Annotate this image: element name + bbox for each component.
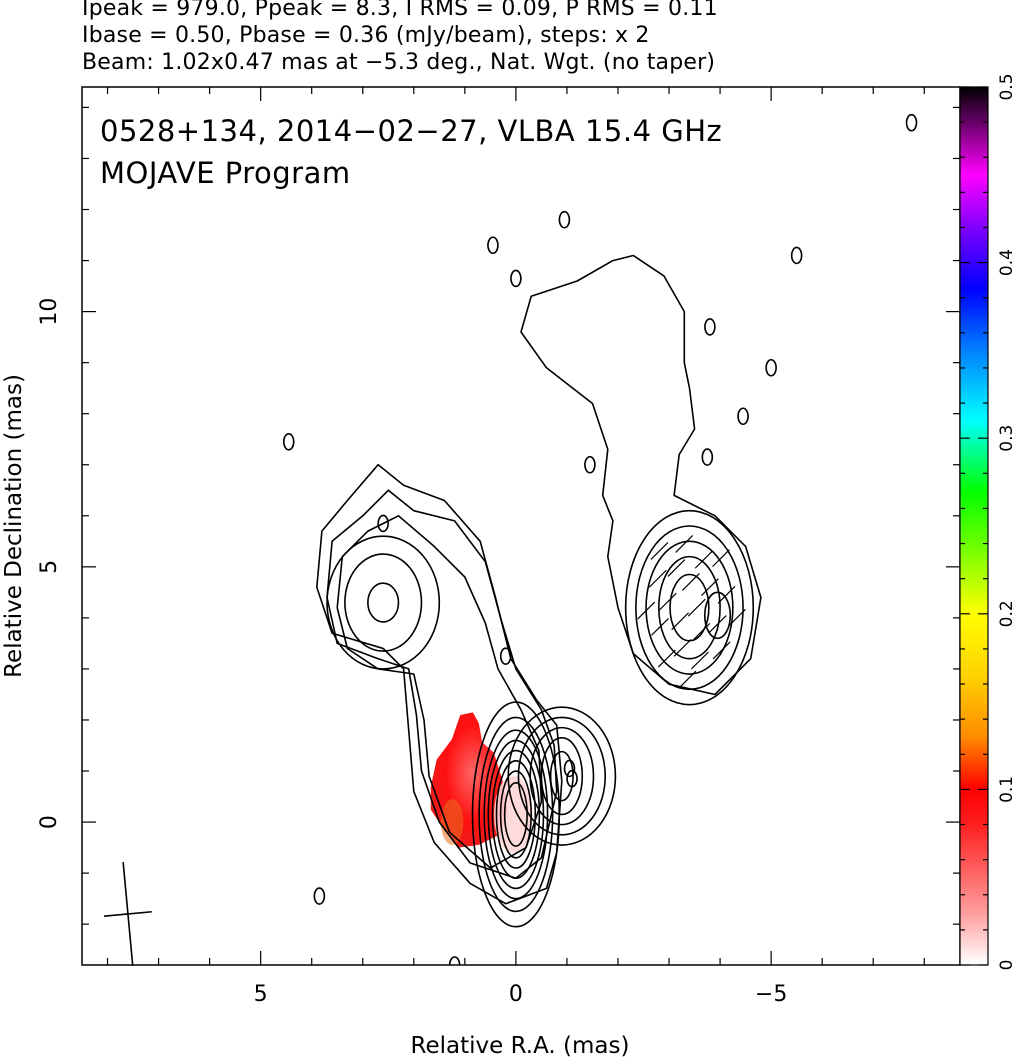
colorbar-tick-label: 0.3 [997,425,1017,452]
core-contour-5 [495,760,537,869]
evpa-vector [712,641,731,660]
evpa-vector [658,592,677,611]
east-jet-second-contour [326,489,558,879]
island-contour-8 [584,455,596,474]
western-peak-contour-0 [703,591,732,640]
axis-ticks [82,87,960,965]
island-contour-6 [737,407,749,426]
island-contour-11 [499,647,512,665]
east-jet-envelope-contour [316,463,563,905]
colorbar-ticks [960,86,988,966]
inner-jet-contour-1 [517,716,607,836]
x-tick-label: 5 [254,982,268,1007]
evpa-vector [667,559,686,577]
chart-subtitle: MOJAVE Program [100,156,351,190]
island-contour-2 [510,269,522,288]
header-line-1: Ipeak = 979.0, Ppeak = 8.3, I RMS = 0.09… [82,0,718,21]
chart-title: 0528+134, 2014−02−27, VLBA 15.4 GHz [100,114,722,148]
core-contour-2 [483,729,549,900]
island-contour-15 [448,956,461,965]
island-contour-12 [563,759,576,778]
east-jet-third-contour [336,515,543,869]
western-component-contour-1 [635,525,744,691]
x-axis-label: Relative R.A. (mas) [411,1033,630,1059]
island-contour-14 [313,887,326,905]
island-contour-4 [704,318,716,336]
contour-layer [282,113,918,965]
evpa-vector [675,535,694,553]
island-contour-9 [282,432,295,451]
evpa-vector [691,651,709,670]
evpa-vector [681,573,700,591]
colorbar-tick-label: 0 [997,960,1017,971]
evpa-vector [657,649,676,668]
island-contour-1 [487,236,499,255]
evpa-vector [717,585,736,604]
eastern-knot-contour-0 [367,582,400,623]
eastern-knot-contour-1 [344,553,423,652]
evpa-vector [712,549,730,568]
inner-jet-contour-2 [529,726,595,826]
colorbar-tick-label: 0.1 [997,776,1017,803]
evpa-vector [708,615,727,633]
inner-jet-contour-3 [540,737,584,816]
evpa-vector [701,578,719,597]
evpa-vector [637,601,656,620]
x-tick-label: 0 [509,982,523,1007]
colorbar-tick-label: 0.2 [997,600,1017,627]
core-contour-7 [503,781,528,847]
header-line-3: Beam: 1.02x0.47 mas at −5.3 deg., Nat. W… [82,50,716,75]
evpa-vector [673,638,692,657]
island-contour-0 [558,210,571,229]
y-tick-label: 10 [37,298,62,326]
evpa-vector [671,612,690,631]
island-contour-5 [765,358,777,377]
western-component-contour-2 [645,540,734,675]
evpa-vector [694,550,713,569]
colorbar [960,87,988,965]
island-contour-3 [790,246,803,265]
header-line-2: Ibase = 0.50, Pbase = 0.36 (mJy/beam), s… [82,23,650,48]
core-contour-6 [499,770,533,859]
beam-cross [103,862,152,966]
evpa-vector [678,670,697,689]
evpa-vector [651,617,669,636]
island-contour-16 [905,113,918,132]
evpa-vector [648,569,667,588]
x-tick-label: −5 [755,982,787,1007]
evpa-vector-layer [637,535,746,689]
polarization-orange-edge [440,799,464,846]
core-contour-1 [478,716,554,913]
beam-minor-axis [103,910,152,917]
colorbar-tick-label: 0.5 [997,73,1017,100]
inner-jet-contour-4 [549,750,574,802]
island-contour-13 [566,769,578,788]
colorbar-frame [959,86,989,966]
western-component-contour-0 [624,509,755,706]
colorbar-tick-labels: 0 0.1 0.2 0.3 0.4 0.5 [997,73,1017,970]
evpa-vector [687,598,706,617]
evpa-vector [728,608,746,627]
inner-jet-contour-0 [507,706,617,846]
y-tick-label: 5 [37,560,62,574]
polarization-core-light [493,776,533,853]
island-contour-10 [377,514,389,533]
northwest-extension-contour [520,254,762,696]
evpa-vector [650,542,669,560]
y-axis-label: Relative Declination (mas) [1,374,27,678]
island-contour-7 [701,448,714,466]
colorbar-tick-label: 0.4 [997,249,1017,276]
axis-tick-labels: 5 0 −5 0 5 10 [37,298,787,1007]
evpa-vector [692,623,711,641]
western-component-contour-3 [658,555,721,660]
y-tick-label: 0 [37,815,62,829]
